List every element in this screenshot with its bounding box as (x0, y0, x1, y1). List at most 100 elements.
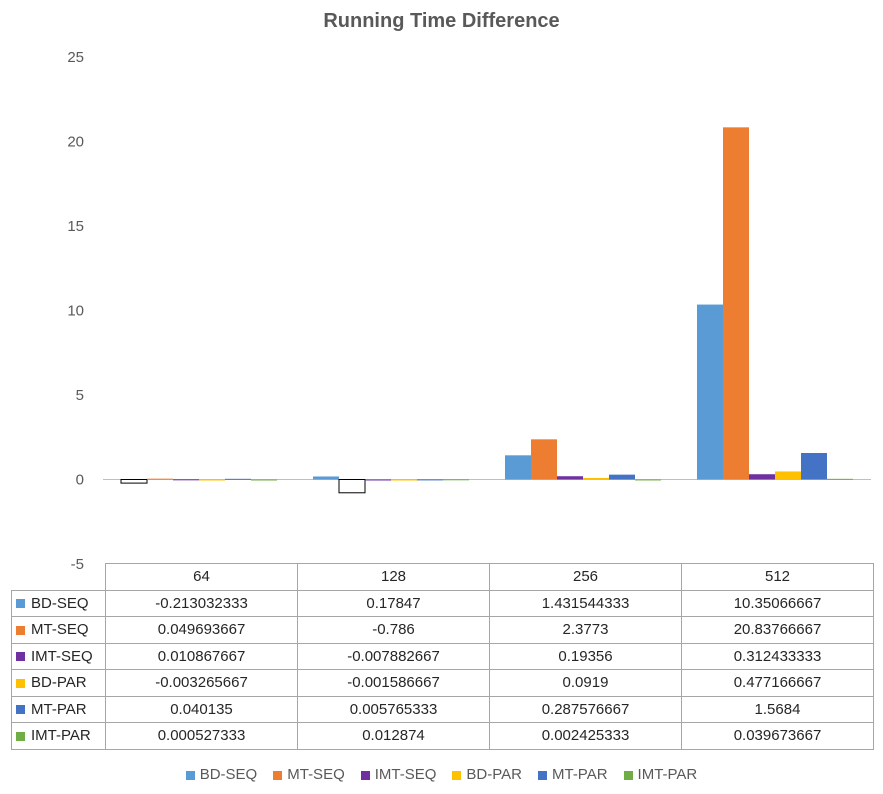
bar-imt-seq-64 (173, 479, 199, 481)
bar-imt-par-128 (443, 479, 469, 481)
table-cell: 0.19356 (489, 642, 682, 670)
bar-mt-par-128 (417, 479, 443, 481)
legend-label: IMT-PAR (637, 766, 698, 783)
y-tick-label: 20 (67, 134, 84, 151)
legend-item: MT-SEQ (273, 766, 345, 783)
legend-label: MT-PAR (551, 766, 608, 783)
bar-mt-seq-128 (338, 479, 366, 494)
table-series-name: MT-PAR (11, 695, 106, 723)
table-cell: -0.786 (297, 616, 490, 644)
bar-imt-par-512 (827, 478, 853, 480)
table-category-label: 128 (297, 563, 490, 591)
table-series-name: BD-PAR (11, 669, 106, 697)
bar-bd-par-64 (199, 479, 225, 481)
table-row: BD-PAR -0.003265667 -0.001586667 0.0919 0.47… (11, 669, 874, 697)
table-row: MT-SEQ 0.049693667 -0.786 2.3773 20.83766667 (11, 616, 874, 644)
bar-bd-par-256 (583, 477, 609, 480)
table-cell: 1.431544333 (489, 589, 682, 617)
series-swatch (16, 705, 25, 715)
series-swatch (16, 678, 25, 688)
series-name-label: MT-SEQ (31, 621, 89, 639)
legend-swatch (185, 770, 195, 780)
table-row: IMT-PAR 0.000527333 0.012874 0.002425333 0.0… (11, 722, 874, 750)
series-swatch (16, 625, 25, 635)
table-cell: 0.040135 (105, 695, 298, 723)
table-cell: 10.35066667 (681, 589, 874, 617)
series-name-label: BD-SEQ (31, 594, 89, 612)
table-cell: 0.012874 (297, 722, 490, 750)
table-cell: 0.287576667 (489, 695, 682, 723)
table-cell: 0.049693667 (105, 616, 298, 644)
bar-mt-seq-512 (723, 127, 749, 480)
table-cell: 20.83766667 (681, 616, 874, 644)
legend-item: IMT-PAR (623, 766, 698, 783)
bar-imt-par-64 (251, 479, 277, 481)
table-row: IMT-SEQ 0.010867667 -0.007882667 0.19356 0.3… (11, 642, 874, 670)
table-cell: -0.003265667 (105, 669, 298, 697)
table-corner (11, 563, 106, 591)
legend-item: BD-PAR (452, 766, 522, 783)
y-tick-label: 25 (67, 49, 84, 66)
bar-bd-seq-64 (120, 479, 148, 484)
legend-swatch (360, 770, 370, 780)
series-swatch (16, 652, 25, 662)
chart-title: Running Time Difference (323, 10, 560, 32)
bar-bd-par-128 (391, 479, 417, 481)
bar-bd-par-512 (775, 471, 801, 480)
legend-swatch (623, 770, 633, 780)
table-cell: -0.001586667 (297, 669, 490, 697)
series-swatch (16, 599, 25, 609)
table-cell: 0.010867667 (105, 642, 298, 670)
bar-bd-seq-512 (697, 304, 723, 480)
bar-mt-par-256 (609, 474, 635, 480)
table-category-label: 64 (105, 563, 298, 591)
bar-mt-seq-64 (147, 478, 173, 480)
series-name-label: MT-PAR (31, 700, 87, 718)
legend-item: IMT-SEQ (360, 766, 437, 783)
table-cell: 0.312433333 (681, 642, 874, 670)
table-cell: 0.000527333 (105, 722, 298, 750)
table-cell: 0.005765333 (297, 695, 490, 723)
table-cell: 0.477166667 (681, 669, 874, 697)
table-cell: 0.0919 (489, 669, 682, 697)
y-tick-label: 5 (76, 387, 84, 404)
table-cell: -0.213032333 (105, 589, 298, 617)
legend-swatch (452, 770, 462, 780)
data-table: 64 128 256 512 BD-SEQ -0.213032333 0.17847 1.43… (11, 563, 874, 750)
bar-bd-seq-128 (313, 476, 339, 480)
bar-imt-seq-512 (749, 474, 775, 480)
legend: BD-SEQ MT-SEQ IMT-SEQ BD-PAR MT-PAR IMT-PAR (0, 766, 883, 783)
legend-item: BD-SEQ (185, 766, 257, 783)
legend-swatch (537, 770, 547, 780)
table-category-label: 512 (681, 563, 874, 591)
bar-imt-par-256 (635, 479, 661, 481)
table-series-name: IMT-PAR (11, 722, 106, 750)
table-cell: 1.5684 (681, 695, 874, 723)
table-cell: 0.002425333 (489, 722, 682, 750)
bar-mt-par-64 (225, 478, 251, 480)
table-series-name: BD-SEQ (11, 589, 106, 617)
table-cell: 2.3773 (489, 616, 682, 644)
table-cell: 0.039673667 (681, 722, 874, 750)
table-category-label: 256 (489, 563, 682, 591)
table-cell: -0.007882667 (297, 642, 490, 670)
legend-item: MT-PAR (537, 766, 608, 783)
table-header-row: 64 128 256 512 (11, 563, 874, 591)
legend-label: IMT-SEQ (374, 766, 437, 783)
bar-imt-seq-256 (557, 476, 583, 480)
bar-mt-seq-256 (531, 439, 557, 480)
series-swatch (16, 731, 25, 741)
legend-label: MT-SEQ (287, 766, 345, 783)
table-row: BD-SEQ -0.213032333 0.17847 1.431544333 10.3… (11, 589, 874, 617)
bar-bd-seq-256 (505, 455, 531, 480)
bar-imt-seq-128 (365, 479, 391, 481)
table-cell: 0.17847 (297, 589, 490, 617)
y-tick-label: 10 (67, 303, 84, 320)
table-series-name: MT-SEQ (11, 616, 106, 644)
legend-swatch (273, 770, 283, 780)
series-name-label: IMT-PAR (31, 727, 91, 745)
y-tick-label: 0 (76, 472, 84, 489)
y-tick-label: 15 (67, 218, 84, 235)
table-series-name: IMT-SEQ (11, 642, 106, 670)
